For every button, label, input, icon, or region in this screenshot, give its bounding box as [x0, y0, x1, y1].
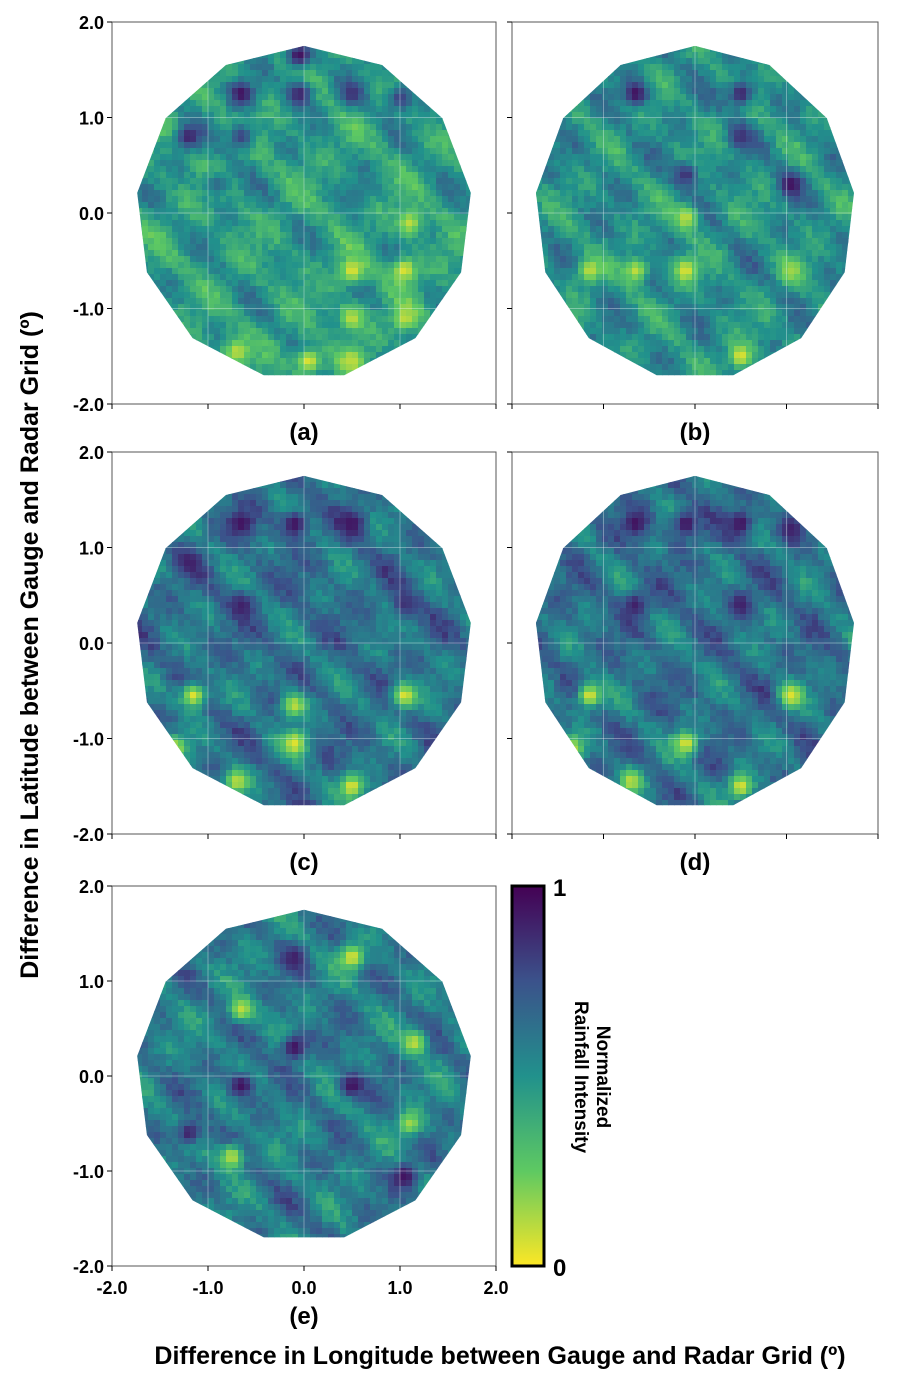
y-tick-label: -2.0: [73, 395, 104, 415]
y-axis-label: Difference in Latitude between Gauge and…: [16, 311, 44, 979]
y-tick-label: 2.0: [79, 443, 104, 463]
y-tick-label: 0.0: [79, 204, 104, 224]
panels: 2.01.00.0-1.0-2.0(a) (b)2.01.00.0-1.0-2.0…: [73, 13, 879, 1330]
y-tick-label: -1.0: [73, 730, 104, 750]
heatmap-panel: (d): [507, 451, 879, 876]
panel-label: (a): [289, 419, 318, 446]
x-tick-label: -1.0: [192, 1278, 223, 1298]
heatmap-panel: 2.0 1.0 0.0 -1.0 -2.0 (c): [73, 443, 497, 876]
colorbar-gradient: [510, 884, 546, 1268]
colorbar-title-line2: Rainfall Intensity: [570, 1001, 591, 1153]
y-tick-label: -2.0: [73, 1257, 104, 1277]
x-tick-label: 0.0: [291, 1278, 316, 1298]
grid-lines: [512, 22, 878, 404]
x-tick-label: 2.0: [483, 1278, 508, 1298]
colorbar: 1 0 Normalized Rainfall Intensity: [510, 875, 613, 1282]
grid-lines: [112, 452, 496, 834]
y-tick-label: 0.0: [79, 634, 104, 654]
y-tick-label: 1.0: [79, 972, 104, 992]
panel-label: (d): [680, 849, 711, 876]
colorbar-title-line1: Normalized: [592, 1026, 613, 1128]
colorbar-min-label: 0: [553, 1255, 566, 1282]
panel-label: (e): [289, 1303, 318, 1330]
y-tick-label: 0.0: [79, 1067, 104, 1087]
grid-lines: [512, 452, 878, 834]
panel-label: (c): [289, 849, 318, 876]
y-tick-label: 2.0: [79, 877, 104, 897]
heatmap-panel: 2.0 1.0 0.0 -1.0 -2.0 (a): [73, 13, 497, 446]
y-tick-label: -1.0: [73, 1162, 104, 1182]
y-tick-label: 2.0: [79, 13, 104, 33]
heatmap-panel: -2.0 -1.0 0.0 1.0 2.0 2.0 1.0 0.0 -1.0 -2.0 (e): [73, 877, 509, 1330]
heatmap-panel: (b): [507, 21, 879, 446]
y-tick-label: 1.0: [79, 539, 104, 559]
panel-label: (b): [680, 419, 711, 446]
grid-lines: [112, 22, 496, 404]
y-tick-label: -1.0: [73, 300, 104, 320]
grid-lines: [112, 886, 496, 1266]
x-tick-label: -2.0: [96, 1278, 127, 1298]
y-tick-label: -2.0: [73, 825, 104, 845]
y-tick-label: 1.0: [79, 109, 104, 129]
x-axis-label: Difference in Longitude between Gauge an…: [154, 1342, 845, 1370]
x-tick-label: 1.0: [387, 1278, 412, 1298]
colorbar-max-label: 1: [553, 875, 566, 902]
heatmap-cells: [536, 475, 854, 806]
